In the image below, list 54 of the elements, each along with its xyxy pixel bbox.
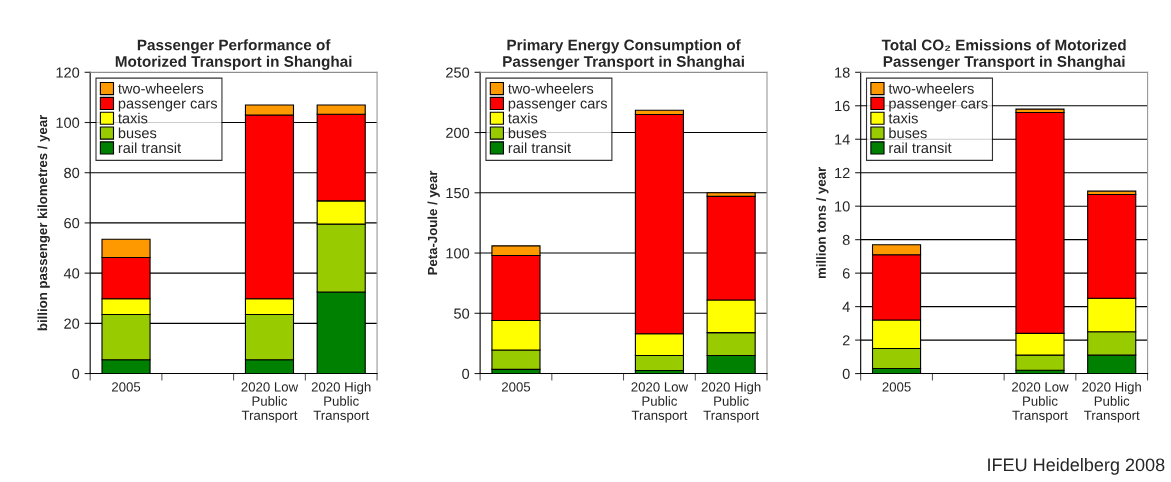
- legend-label: rail transit: [118, 142, 181, 154]
- x-tick-label: 2020 High Public Transport: [701, 381, 761, 423]
- x-tick-label: 2020 Low Public Transport: [241, 382, 299, 423]
- legend-label: taxis: [508, 112, 538, 124]
- y-tick-label: 20: [64, 318, 80, 329]
- legend-label: two-wheelers: [118, 83, 204, 94]
- y-tick-label: 6: [842, 268, 850, 279]
- legend-label: buses: [118, 127, 157, 139]
- y-tick-label: 80: [64, 167, 80, 179]
- y-tick-label: 16: [835, 100, 850, 112]
- y-tick-label: 250: [446, 67, 470, 78]
- y-tick-label: 8: [842, 234, 850, 246]
- legend-label: taxis: [888, 112, 918, 124]
- x-tick-label: 2020 Low Public Transport: [631, 382, 689, 423]
- y-tick-label: 0: [462, 368, 470, 379]
- legend-label: passenger cars: [118, 100, 218, 112]
- y-tick-label: 120: [56, 67, 80, 78]
- x-tick-label: 2020 High Public Transport: [311, 381, 371, 423]
- x-tick-label: 2005: [112, 382, 141, 392]
- y-tick-label: 100: [56, 117, 80, 128]
- legend-label: taxis: [118, 112, 148, 124]
- y-tick-label: 12: [835, 167, 850, 178]
- legend-label: passenger cars: [889, 100, 988, 112]
- y-axis-title: Peta-Joule / year: [427, 170, 440, 275]
- legend-label: buses: [508, 127, 547, 139]
- legend-label: buses: [889, 127, 927, 139]
- x-tick-label: 2020 High Public Transport: [1082, 381, 1141, 423]
- legend-label: two-wheelers: [888, 83, 974, 94]
- x-tick-label: 2005: [501, 382, 531, 392]
- chart-title: Total CO₂ Emissions of Motorized Passenger Transport in Shanghai: [881, 39, 1126, 70]
- legend-label: passenger cars: [508, 100, 607, 112]
- x-tick-label: 2005: [882, 382, 911, 392]
- y-tick-label: 2: [842, 335, 850, 346]
- y-tick-label: 60: [64, 218, 80, 229]
- chart-title: Primary Energy Consumption of Passenger Transport in Shanghai: [503, 39, 744, 70]
- y-tick-label: 0: [842, 368, 850, 379]
- text: IFEU Heidelberg 2008: [988, 457, 1165, 475]
- y-tick-label: 18: [835, 67, 850, 78]
- y-tick-label: 0: [72, 368, 80, 379]
- y-tick-label: 200: [446, 127, 470, 138]
- y-axis-title: billion passenger kilometres / year: [37, 114, 50, 331]
- y-tick-label: 150: [446, 187, 470, 199]
- legend-label: rail transit: [508, 142, 571, 154]
- x-tick-label: 2020 Low Public Transport: [1012, 382, 1069, 423]
- y-tick-label: 10: [835, 201, 850, 212]
- y-tick-label: 14: [835, 134, 850, 145]
- y-tick-label: 50: [454, 308, 470, 319]
- y-tick-label: 100: [446, 248, 470, 259]
- y-tick-label: 40: [63, 268, 80, 279]
- y-tick-label: 4: [842, 301, 850, 312]
- legend-label: two-wheelers: [508, 83, 594, 94]
- legend-label: rail transit: [889, 142, 952, 154]
- y-axis-title: million tons / year: [816, 167, 829, 279]
- chart-title: Passenger Performance of Motorized Transport in Shanghai: [115, 39, 352, 70]
